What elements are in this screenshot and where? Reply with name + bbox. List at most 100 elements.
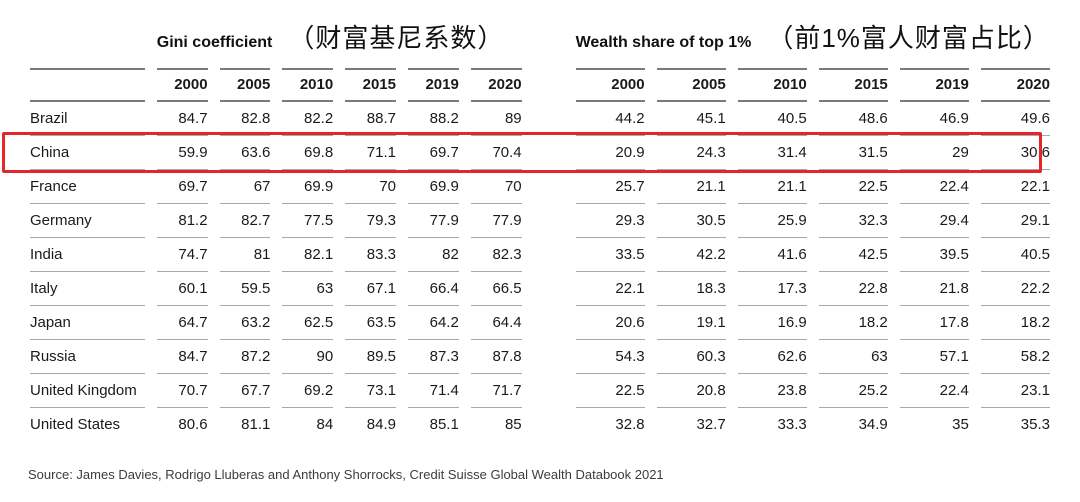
- gini-value: 62.5: [282, 306, 334, 340]
- gini-value: 69.8: [282, 136, 334, 170]
- gini-value: 88.2: [408, 102, 459, 136]
- gini-value: 63.2: [219, 306, 271, 340]
- gini-value: 66.4: [408, 272, 459, 306]
- wealth-value: 23.1: [980, 374, 1050, 408]
- wealth-year-header: 2020: [980, 68, 1050, 102]
- wealth-value: 25.2: [818, 374, 888, 408]
- wealth-value: 20.6: [575, 306, 645, 340]
- wealth-value: 17.3: [737, 272, 807, 306]
- country-label: France: [30, 170, 145, 204]
- wealth-value: 23.8: [737, 374, 807, 408]
- gini-value: 80.6: [178, 416, 208, 433]
- gini-value: 82.8: [219, 102, 271, 136]
- table-row: United States 80.6 81.1 84 84.9 85.1 85 32.8 32.…: [30, 408, 1050, 441]
- source-citation: Source: James Davies, Rodrigo Lluberas a…: [28, 467, 664, 482]
- wealth-value: 60.3: [656, 340, 726, 374]
- wealth-value: 42.2: [656, 238, 726, 272]
- gini-value: 89: [470, 102, 522, 136]
- gini-value: 67: [219, 170, 271, 204]
- wealth-value: 29.1: [980, 204, 1050, 238]
- wealth-year-header: 2019: [899, 68, 969, 102]
- gini-value: 82.1: [282, 238, 334, 272]
- gini-value: 82: [408, 238, 459, 272]
- wealth-value: 18.3: [656, 272, 726, 306]
- group-title-row: Gini coefficient （财富基尼系数） Wealth share of…: [30, 8, 1050, 68]
- year-header-row: 2000 2005 2010 2015 2019 2020 2000 2005 …: [30, 68, 1050, 102]
- wealth-value: 16.9: [737, 306, 807, 340]
- wealth-value: 49.6: [980, 102, 1050, 136]
- wealth-value: 20.8: [656, 374, 726, 408]
- wealth-year-header: 2000: [575, 68, 645, 102]
- country-header-cell: [30, 68, 145, 102]
- wealth-value: 21.1: [656, 170, 726, 204]
- gini-value: 79.3: [345, 204, 396, 238]
- table-row: Germany 81.2 82.7 77.5 79.3 77.9 77.9 29.3 30.5 2…: [30, 204, 1050, 238]
- wealth-value: 22.2: [980, 272, 1050, 306]
- wealth-value: 32.7: [696, 416, 726, 433]
- wealth-value: 25.7: [575, 170, 645, 204]
- table-row: India 74.7 81 82.1 83.3 82 82.3 33.5 42.2 41.6 42.…: [30, 238, 1050, 272]
- gini-value: 66.5: [470, 272, 522, 306]
- wealth-value: 40.5: [980, 238, 1050, 272]
- group-gap-cell: [534, 136, 564, 170]
- wealth-value: 21.1: [737, 170, 807, 204]
- wealth-value: 33.5: [575, 238, 645, 272]
- group-gap-cell: [534, 170, 564, 204]
- gini-value: 89.5: [345, 340, 396, 374]
- gini-value: 64.4: [470, 306, 522, 340]
- wealth-year-header: 2005: [656, 68, 726, 102]
- wealth-value: 63: [818, 340, 888, 374]
- gini-value: 84: [316, 416, 334, 433]
- gini-value: 87.8: [470, 340, 522, 374]
- group-gap-cell: [534, 340, 564, 374]
- gini-value: 81.2: [156, 204, 208, 238]
- wealth-value: 25.9: [737, 204, 807, 238]
- gini-value: 84.9: [366, 416, 396, 433]
- wealth-value: 22.5: [818, 170, 888, 204]
- wealth-value: 33.3: [777, 416, 807, 433]
- gini-year-header: 2020: [470, 68, 522, 102]
- gini-value: 64.2: [408, 306, 459, 340]
- gini-value: 71.1: [345, 136, 396, 170]
- wealth-inequality-table: Gini coefficient （财富基尼系数） Wealth share of…: [18, 8, 1062, 441]
- wealth-value: 34.9: [858, 416, 888, 433]
- gini-value: 82.3: [470, 238, 522, 272]
- gini-value: 85.1: [429, 416, 459, 433]
- wealth-year-header: 2010: [737, 68, 807, 102]
- table-row: Japan 64.7 63.2 62.5 63.5 64.2 64.4 20.6 19.1 16.…: [30, 306, 1050, 340]
- gini-value: 67.7: [219, 374, 271, 408]
- gini-value: 69.7: [156, 170, 208, 204]
- country-label: United States: [30, 416, 121, 433]
- wealth-value: 48.6: [818, 102, 888, 136]
- wealth-value: 32.3: [818, 204, 888, 238]
- table-row: Brazil 84.7 82.8 82.2 88.7 88.2 89 44.2 45.1 40.5…: [30, 102, 1050, 136]
- table-row: Russia 84.7 87.2 90 89.5 87.3 87.8 54.3 60.3 62.6…: [30, 340, 1050, 374]
- group-gap-cell: [534, 102, 564, 136]
- gini-year-header: 2000: [156, 68, 208, 102]
- wealth-value: 40.5: [737, 102, 807, 136]
- gini-value: 85: [504, 416, 522, 433]
- country-label: Russia: [30, 340, 145, 374]
- group-gap-cell: [534, 238, 564, 272]
- wealth-value: 22.4: [899, 170, 969, 204]
- group-gap-cell: [534, 306, 564, 340]
- wealth-value: 22.5: [575, 374, 645, 408]
- country-label: China: [30, 136, 145, 170]
- gini-value: 64.7: [156, 306, 208, 340]
- group-gap-cell: [534, 374, 564, 408]
- gini-value: 63.6: [219, 136, 271, 170]
- gini-value: 70: [470, 170, 522, 204]
- gini-value: 69.7: [408, 136, 459, 170]
- gini-value: 60.1: [156, 272, 208, 306]
- wealth-value: 54.3: [575, 340, 645, 374]
- table-row: China 59.9 63.6 69.8 71.1 69.7 70.4 20.9 24.3 31.…: [30, 136, 1050, 170]
- gini-value: 77.5: [282, 204, 334, 238]
- table-row: France 69.7 67 69.9 70 69.9 70 25.7 21.1 21.1 22.5…: [30, 170, 1050, 204]
- wealth-value: 24.3: [656, 136, 726, 170]
- gini-value: 84.7: [156, 340, 208, 374]
- gini-value: 82.2: [282, 102, 334, 136]
- wealth-value: 22.1: [575, 272, 645, 306]
- wealth-title-zh: （前1%富人财富占比）: [767, 23, 1050, 53]
- gini-value: 71.7: [470, 374, 522, 408]
